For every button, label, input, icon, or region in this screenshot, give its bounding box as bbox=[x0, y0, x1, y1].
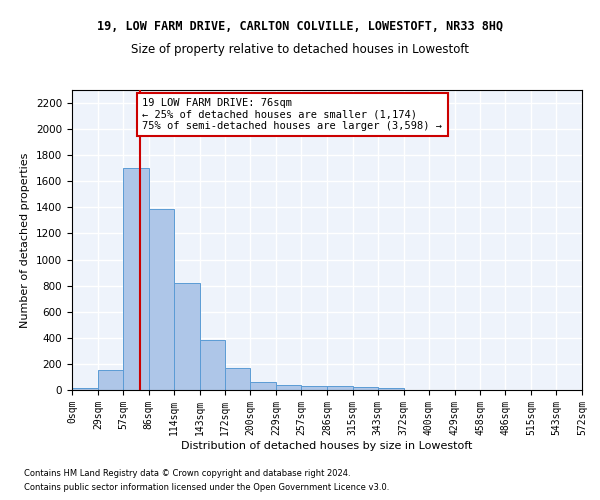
Bar bbox=[250, 382, 276, 390]
Bar bbox=[199, 340, 226, 390]
X-axis label: Distribution of detached houses by size in Lowestoft: Distribution of detached houses by size … bbox=[181, 440, 473, 450]
Bar bbox=[276, 385, 301, 390]
Bar bbox=[327, 386, 353, 390]
Bar bbox=[378, 388, 404, 390]
Bar bbox=[173, 283, 199, 390]
Bar bbox=[226, 368, 250, 390]
Bar bbox=[353, 386, 378, 390]
Bar bbox=[98, 370, 123, 390]
Y-axis label: Number of detached properties: Number of detached properties bbox=[20, 152, 31, 328]
Bar bbox=[301, 386, 327, 390]
Text: 19, LOW FARM DRIVE, CARLTON COLVILLE, LOWESTOFT, NR33 8HQ: 19, LOW FARM DRIVE, CARLTON COLVILLE, LO… bbox=[97, 20, 503, 33]
Text: Contains HM Land Registry data © Crown copyright and database right 2024.: Contains HM Land Registry data © Crown c… bbox=[24, 468, 350, 477]
Bar bbox=[123, 168, 149, 390]
Bar bbox=[72, 388, 98, 390]
Text: Size of property relative to detached houses in Lowestoft: Size of property relative to detached ho… bbox=[131, 42, 469, 56]
Text: Contains public sector information licensed under the Open Government Licence v3: Contains public sector information licen… bbox=[24, 484, 389, 492]
Bar bbox=[149, 208, 173, 390]
Text: 19 LOW FARM DRIVE: 76sqm
← 25% of detached houses are smaller (1,174)
75% of sem: 19 LOW FARM DRIVE: 76sqm ← 25% of detach… bbox=[142, 98, 442, 131]
